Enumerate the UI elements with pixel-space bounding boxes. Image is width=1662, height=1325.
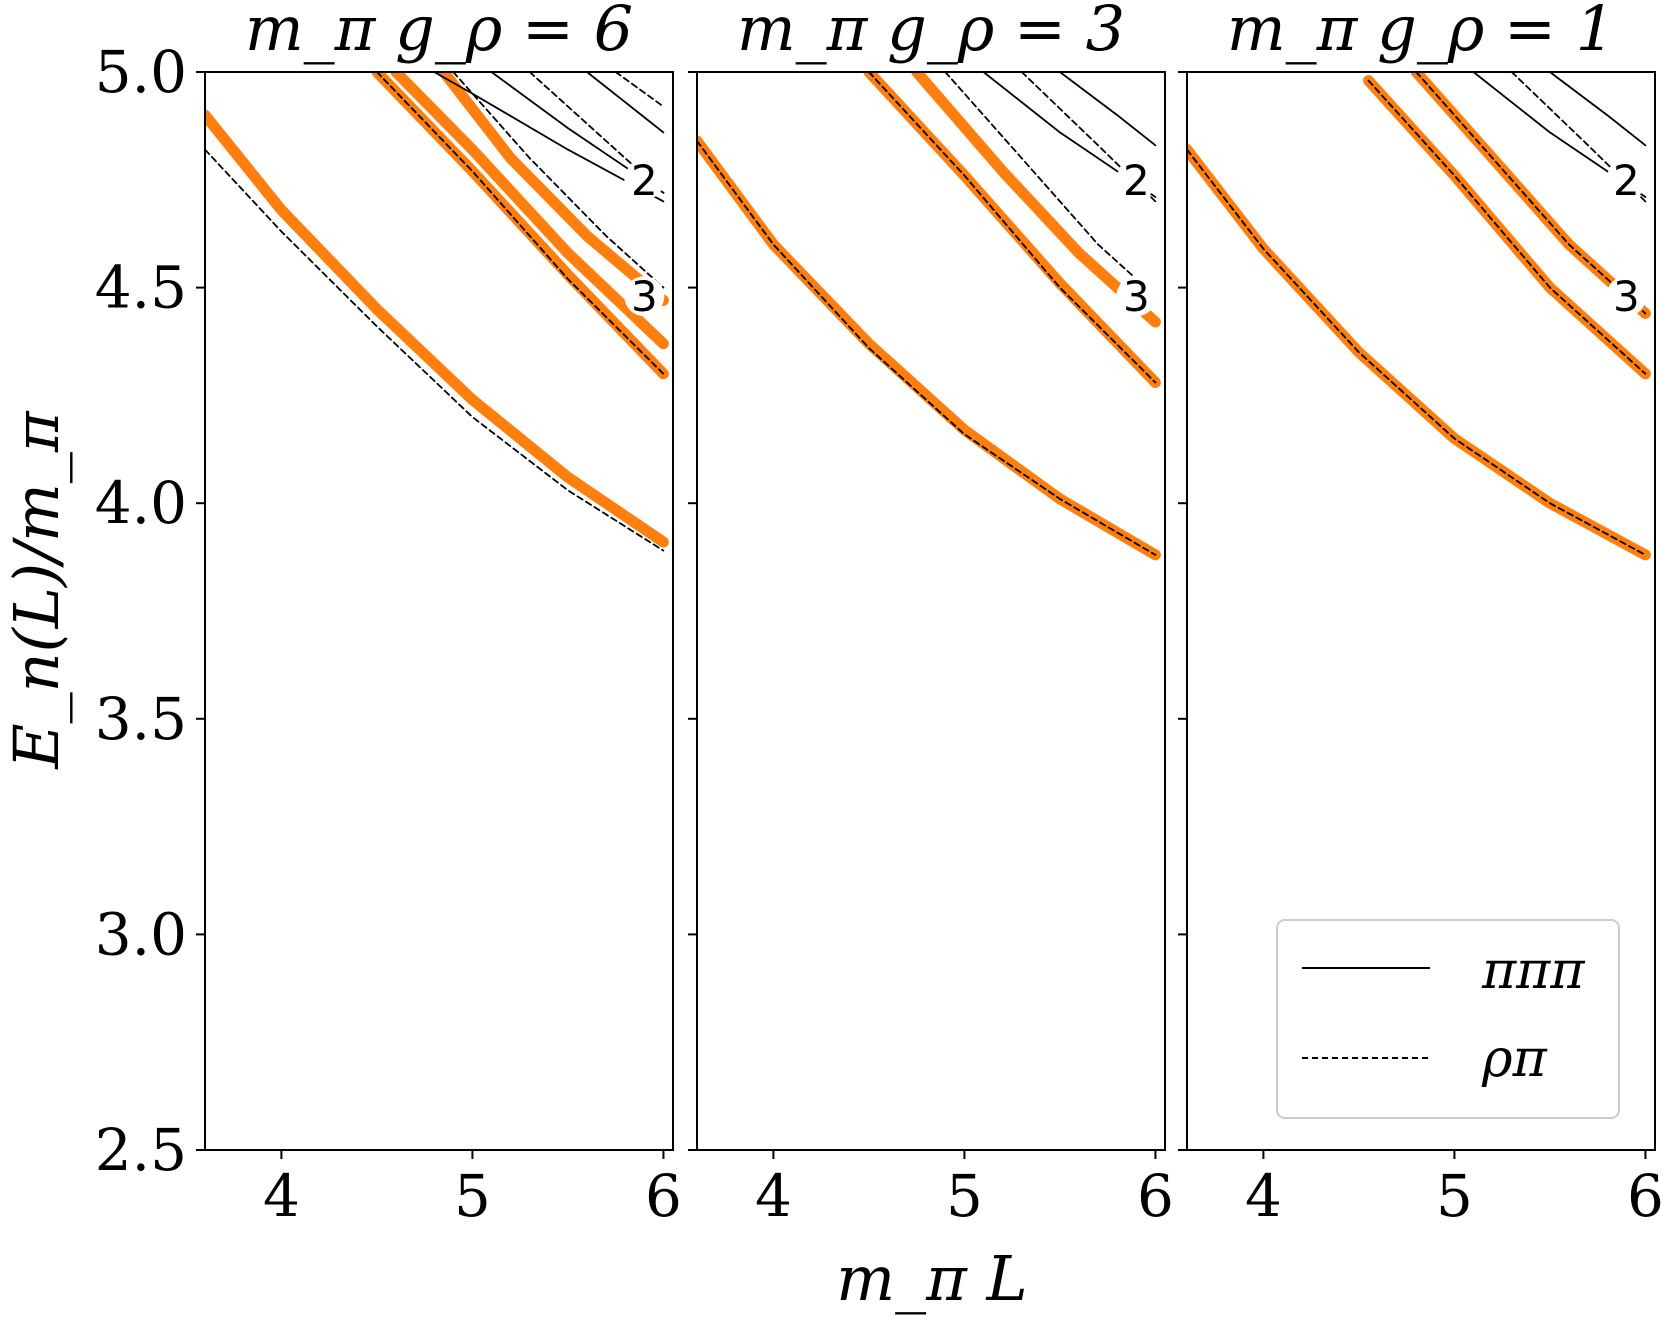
level-annotation-bg	[1116, 276, 1157, 317]
level-annotation-2: 2	[1613, 156, 1640, 205]
level-annotation-bg	[624, 159, 665, 200]
y-tick-label: 5.0	[95, 38, 187, 106]
rhopi-level-8	[1415, 72, 1647, 315]
panel-title: m_π g_ρ = 3	[737, 0, 1125, 65]
panel-title: m_π g_ρ = 6	[245, 0, 633, 65]
y-tick-label: 4.5	[95, 254, 187, 322]
rhopi-level-7	[868, 72, 1157, 384]
interacting-level-3	[390, 72, 669, 350]
plot-area: 23	[205, 72, 669, 552]
y-axis-label: E_n(L)/m_π	[0, 410, 73, 769]
rhopi-level-8	[205, 148, 665, 552]
interacting-level-3	[1410, 72, 1651, 319]
rhopi-level-10	[452, 72, 665, 289]
interacting-level-3	[911, 72, 1161, 328]
y-tick-label: 4.0	[95, 469, 187, 537]
ppp-level-7	[586, 72, 665, 134]
panel-2: 23m_π g_ρ = 34 5 6	[688, 0, 1174, 1230]
panel-frame	[204, 71, 674, 1151]
legend-label-rhopi: ρπ	[1481, 1029, 1548, 1089]
x-tick-label: 4	[1245, 1162, 1282, 1230]
panels: 23m_π g_ρ = 62.53.03.54.04.55.04 5 623m_π …	[95, 0, 1662, 1230]
rhopi-level-8	[944, 72, 1157, 298]
panel-frame	[696, 71, 1166, 1151]
rhopi-level-6	[1187, 148, 1647, 556]
x-axis-label: m_π L	[836, 1242, 1027, 1315]
y-tick-label: 3.5	[95, 685, 187, 753]
plot-area: 23	[697, 72, 1161, 561]
interacting-level-1	[1187, 144, 1651, 561]
rhopi-level-6	[697, 140, 1157, 556]
ppp-level-5	[1059, 72, 1157, 147]
x-tick-label: 6	[1137, 1162, 1174, 1230]
x-tick-label: 6	[1627, 1162, 1662, 1230]
x-tick-label: 4	[263, 1162, 300, 1230]
level-annotation-bg	[1606, 159, 1647, 200]
panel-3: 23m_π g_ρ = 14 5 6	[1178, 0, 1662, 1230]
y-tick-label: 2.5	[95, 1116, 187, 1184]
level-annotation-3: 3	[1613, 272, 1640, 321]
legend: πππ ρπ	[1276, 919, 1620, 1119]
x-tick-label: 5	[454, 1162, 491, 1230]
level-annotation-3: 3	[631, 272, 658, 321]
interacting-level-2	[371, 72, 669, 380]
panel-frame	[1186, 71, 1656, 1151]
panel-1: 23m_π g_ρ = 62.53.03.54.04.55.04 5 6	[95, 0, 682, 1230]
panel-title: m_π g_ρ = 1	[1227, 0, 1615, 65]
interacting-level-4	[438, 72, 669, 306]
level-annotation-2: 2	[1123, 156, 1150, 205]
y-tick-label: 3.0	[95, 900, 187, 968]
level-annotation-3: 3	[1123, 272, 1150, 321]
x-tick-label: 4	[755, 1162, 792, 1230]
x-tick-label: 6	[645, 1162, 682, 1230]
plot-area: 23	[1187, 72, 1651, 561]
legend-box	[1276, 919, 1620, 1119]
ppp-level-5	[1549, 72, 1647, 147]
level-annotation-2: 2	[631, 156, 658, 205]
legend-label-ppp: πππ	[1481, 941, 1585, 1001]
rhopi-level-12	[614, 72, 665, 108]
level-annotation-bg	[1606, 276, 1647, 317]
interacting-level-2	[1363, 75, 1651, 380]
x-tick-label: 5	[1436, 1162, 1473, 1230]
interacting-level-1	[205, 109, 669, 548]
ppp-level-5	[433, 72, 665, 203]
level-annotation-bg	[1116, 159, 1157, 200]
level-annotation-bg	[624, 276, 665, 317]
rhopi-level-9	[376, 72, 665, 375]
x-tick-label: 5	[946, 1162, 983, 1230]
rhopi-level-7	[1367, 79, 1647, 375]
interacting-level-1	[697, 135, 1161, 561]
